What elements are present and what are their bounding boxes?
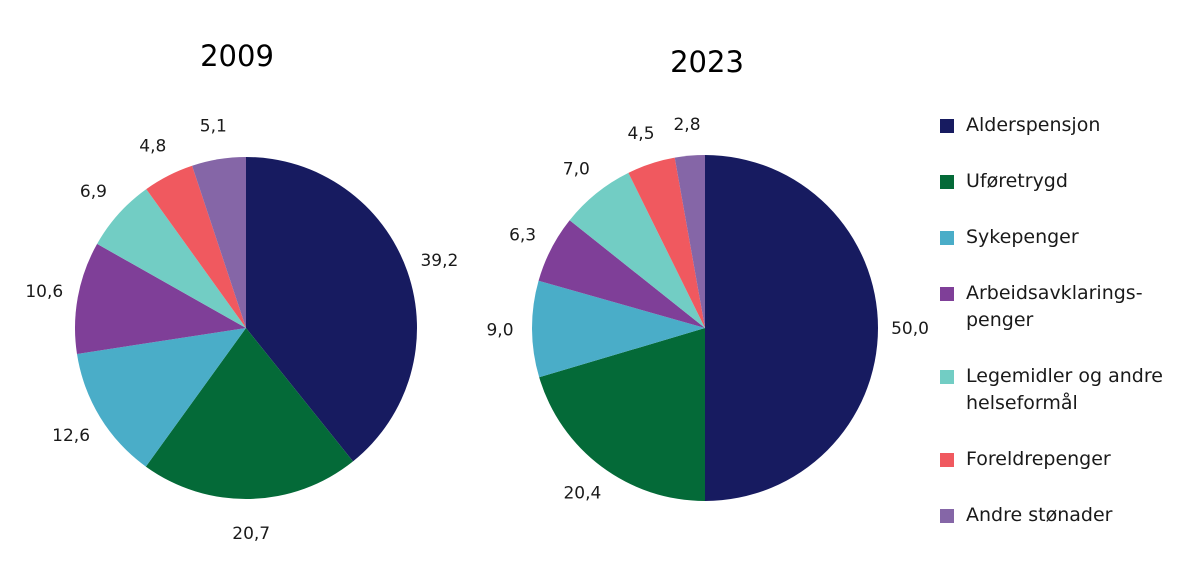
pie-slice-2009-uforetrygd <box>145 328 354 499</box>
slice-label-2009-sykepenger: 12,6 <box>52 426 90 446</box>
slice-label-2023-legemidler-og-andre-helseformal: 7,0 <box>563 159 590 179</box>
slice-label-2009-arbeidsavklaringspenger: 10,6 <box>25 282 63 302</box>
legend-swatch-legemidler <box>940 370 954 384</box>
legend-item-alderspensjon: Alderspensjon <box>940 112 1190 139</box>
legend-item-uforetrygd: Uføretrygd <box>940 168 1190 195</box>
pie-slice-2023-foreldrepenger <box>628 157 705 328</box>
legend-item-sykepenger: Sykepenger <box>940 224 1190 251</box>
legend-item-legemidler: Legemidler og andre helseformål <box>940 363 1190 417</box>
legend-item-arbeidsavklaringspenger: Arbeidsavklarings- penger <box>940 280 1190 334</box>
slice-label-2009-foreldrepenger: 4,8 <box>139 136 166 156</box>
pie-slice-2023-uforetrygd <box>539 328 705 501</box>
legend-swatch-foreldrepenger <box>940 453 954 467</box>
slice-label-2023-uforetrygd: 20,4 <box>563 483 601 503</box>
pie-slice-2009-legemidler-og-andre-helseformal <box>97 189 246 328</box>
legend-swatch-andre-stonader <box>940 509 954 523</box>
legend-label-foreldrepenger: Foreldrepenger <box>966 448 1111 470</box>
pie-slice-2023-andre-stonader <box>674 155 705 328</box>
pie-slice-2009-alderspensjon <box>246 157 418 462</box>
legend-label-sykepenger: Sykepenger <box>966 226 1079 248</box>
slice-label-2023-arbeidsavklaringspenger: 6,3 <box>509 225 536 245</box>
legend-swatch-uforetrygd <box>940 175 954 189</box>
pie-title-0: 2009 <box>200 39 274 73</box>
slice-label-2009-uforetrygd: 20,7 <box>232 524 270 544</box>
slice-label-2023-andre-stonader: 2,8 <box>673 115 700 135</box>
legend-label-arbeidsavklaringspenger: Arbeidsavklarings- penger <box>966 282 1143 331</box>
legend-swatch-sykepenger <box>940 231 954 245</box>
pie-title-1: 2023 <box>670 45 744 79</box>
pie-slice-2023-alderspensjon <box>705 155 878 501</box>
pie-2009: 2009 39,2 20,7 12,6 10,6 6,9 4,8 5,1 <box>25 39 458 544</box>
legend-item-andre-stonader: Andre stønader <box>940 502 1190 529</box>
slice-label-2023-alderspensjon: 50,0 <box>891 319 929 339</box>
pie-slice-2009-sykepenger <box>76 328 247 467</box>
pie-slice-2009-foreldrepenger <box>146 165 246 328</box>
legend-item-foreldrepenger: Foreldrepenger <box>940 446 1190 473</box>
legend-label-alderspensjon: Alderspensjon <box>966 114 1101 136</box>
pie-slice-2009-arbeidsavklaringspenger <box>75 243 246 354</box>
slice-label-2009-andre-stonader: 5,1 <box>200 117 227 137</box>
slice-label-2023-foreldrepenger: 4,5 <box>627 124 654 144</box>
pie-slice-2023-arbeidsavklaringspenger <box>538 220 705 328</box>
legend-swatch-arbeidsavklaringspenger <box>940 287 954 301</box>
legend-label-legemidler: Legemidler og andre helseformål <box>966 365 1163 414</box>
pie-slice-2023-sykepenger <box>532 280 705 378</box>
slice-label-2009-alderspensjon: 39,2 <box>420 251 458 271</box>
pie-slice-2023-legemidler-og-andre-helseformal <box>569 172 705 328</box>
legend-label-andre-stonader: Andre stønader <box>966 504 1113 526</box>
slice-label-2023-sykepenger: 9,0 <box>486 320 513 340</box>
pie-2023: 2023 50,0 20,4 9,0 6,3 7,0 4,5 2,8 <box>486 45 928 503</box>
pie-slice-2009-andre-stonader <box>192 157 246 328</box>
legend-swatch-alderspensjon <box>940 119 954 133</box>
slice-label-2009-legemidler-og-andre-helseformal: 6,9 <box>80 182 107 202</box>
legend-label-uforetrygd: Uføretrygd <box>966 170 1068 192</box>
legend: Alderspensjon Uføretrygd Sykepenger Arbe… <box>940 112 1190 529</box>
